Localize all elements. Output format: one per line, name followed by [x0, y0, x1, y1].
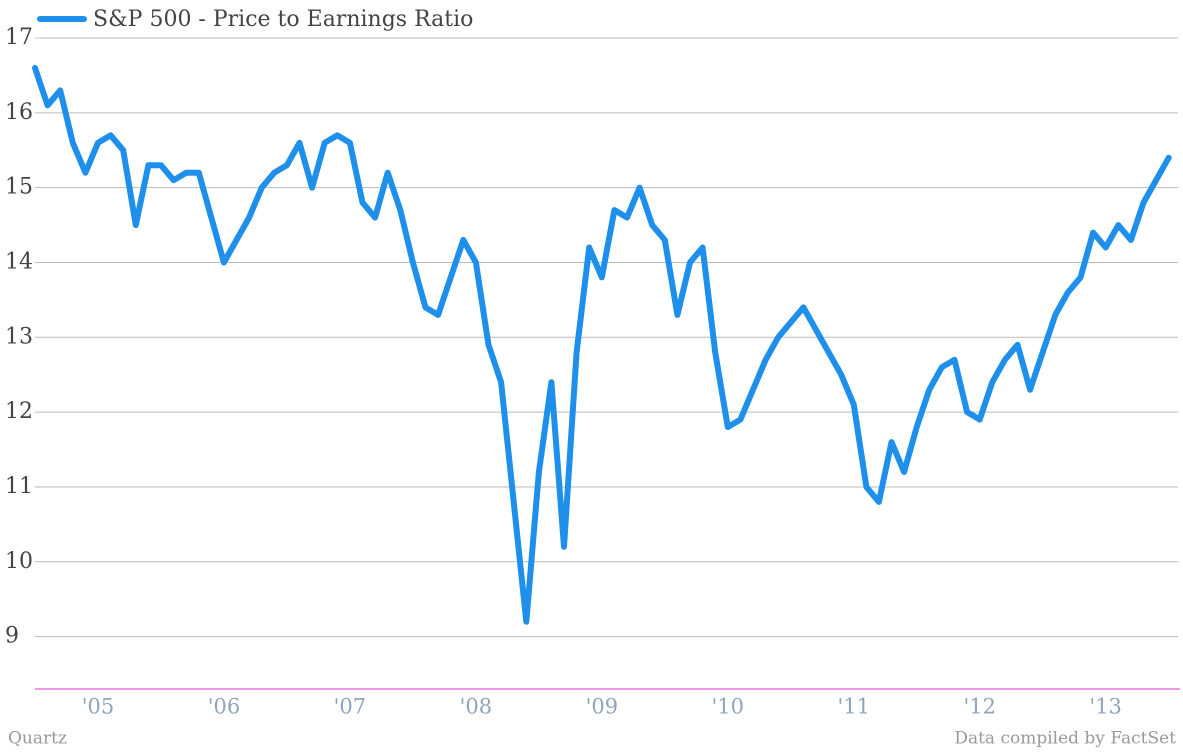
y-tick-label: 9 [5, 624, 19, 649]
x-tick-label: '06 [208, 695, 241, 719]
x-tick-label: '07 [334, 695, 367, 719]
y-tick-label: 17 [5, 25, 33, 50]
y-tick-label: 11 [5, 474, 33, 499]
y-tick-label: 14 [5, 249, 33, 274]
x-tick-label: '08 [460, 695, 493, 719]
x-tick-label: '12 [963, 695, 996, 719]
x-tick-label: '11 [838, 695, 871, 719]
legend-label: S&P 500 - Price to Earnings Ratio [93, 7, 473, 32]
y-tick-label: 13 [5, 324, 33, 349]
x-tick-label: '10 [712, 695, 745, 719]
x-tick-label: '09 [586, 695, 619, 719]
line [32, 64, 1172, 625]
x-tick-label: '13 [1089, 695, 1122, 719]
y-tick-label: 16 [5, 100, 33, 125]
x-tick-label: '05 [82, 695, 115, 719]
note: Data compiled by FactSet [954, 729, 1176, 749]
y-tick-label: 15 [5, 175, 33, 200]
y-tick-label: 12 [5, 399, 33, 424]
y-tick-label: 10 [5, 549, 33, 574]
source: Quartz [8, 729, 67, 749]
